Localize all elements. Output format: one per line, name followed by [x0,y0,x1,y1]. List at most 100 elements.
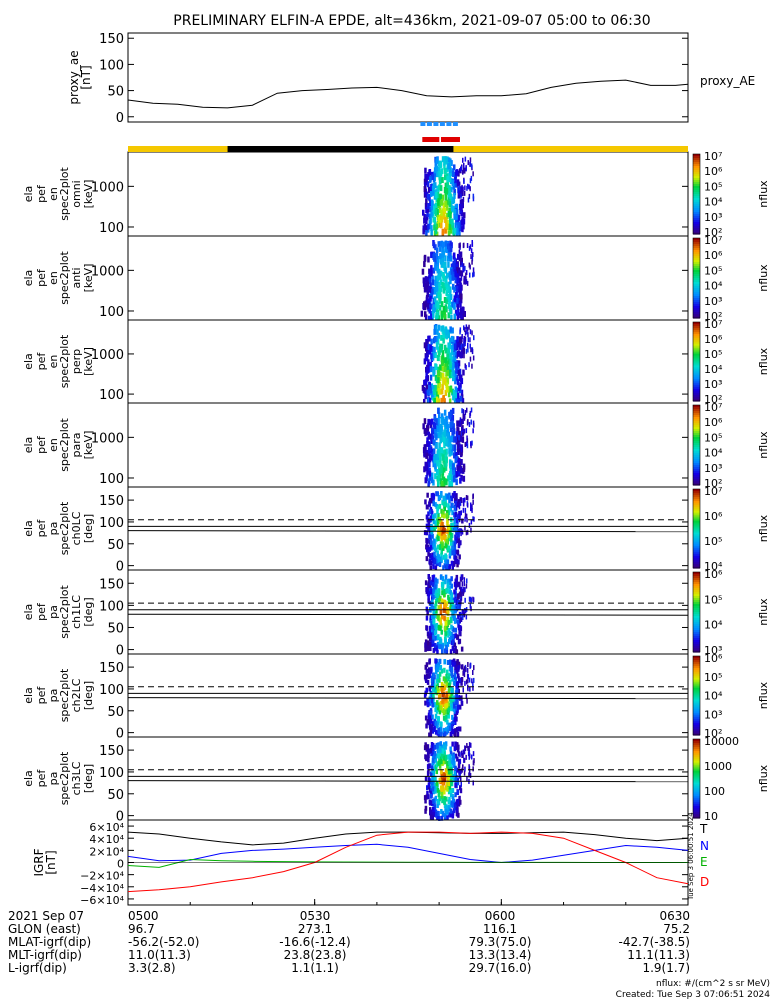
spectrum-cell [473,516,475,522]
spectrum-cell [446,199,449,206]
spectrum-cell [424,202,428,209]
spectrum-cell [450,186,453,193]
spectrum-cell [459,327,462,333]
spectrum-cell [429,718,433,724]
spectrum-cell [443,659,447,665]
spectrum-cell [460,260,462,266]
spectrum-cell [452,355,456,362]
spectrum-cell [453,313,456,320]
spectrum-cell [452,718,455,723]
spectrum-cell [435,396,439,403]
colorbar-cell [693,746,700,750]
spectrum-cell [448,619,451,625]
spectrum-cell [433,606,437,612]
spectrum-cell [439,346,443,353]
spectrum-cell [455,367,458,374]
spectrum-cell [451,634,455,640]
y-axis-label-line: spec2plot [58,751,71,805]
spectrum-cell [423,379,426,386]
spectrum-cell [458,231,461,238]
colorbar-cell [693,764,700,768]
spectrum-cell [437,811,440,816]
spectrum-cell [443,365,447,372]
spectrum-cell [469,244,472,250]
spectrum-cell [457,639,461,645]
spectrum-cell [423,217,426,224]
spectrum-cell [449,469,453,475]
colorbar-cell [693,705,700,708]
spectrum-cell [423,398,426,405]
spectrum-cell [456,273,459,280]
spectrum-cell [455,683,459,689]
colorbar-frame [692,488,701,569]
spectrum-cell [450,536,453,542]
spectrum-cell [454,285,458,292]
spectrum-cell [467,332,469,338]
spectrum-cell [439,665,443,671]
spectrum-cell [446,176,450,183]
spectrum-cell [434,713,438,719]
colorbar-cell [693,665,700,669]
colorbar-cell [693,393,700,396]
y-axis-label-line: pa [47,772,60,786]
spectrum-cell [438,171,441,178]
spectrum-cell [441,208,445,215]
colorbar-tick-label: 10⁴ [704,619,723,632]
spectrum-cell [442,534,446,540]
spectrum-cell [430,265,433,272]
spectrum-cell [434,384,437,391]
spectrum-cell [460,434,462,440]
spectrum-cell [451,645,455,651]
y-tick-label: 50 [107,621,124,636]
spectrum-cell [442,545,445,551]
colorbar-label-text: nflux [757,514,770,542]
spectrum-cell [444,754,448,760]
spectrum-cell [442,496,446,501]
spectrum-cell [463,212,466,219]
spectrum-cell [462,749,465,755]
spectrum-cell [453,444,457,451]
colorbar-cell [693,154,700,157]
spectrum-cell [437,760,440,766]
spectrum-cell [425,615,429,621]
spectrum-cell [431,185,435,192]
spectrum-cell [455,339,458,346]
spectrum-cell [466,326,469,332]
spectrum-cell [425,606,429,612]
y-axis-label-line: [keV] [82,347,95,376]
spectrum-cell [467,197,470,203]
spectrum-cell [432,605,435,611]
spectrum-cell [447,437,450,444]
spectrum-cell [455,577,458,583]
spectrum-cell [457,499,461,505]
spectrum-cell [426,206,430,213]
spectrum-cell [428,685,431,691]
y-tick-label: 100 [99,516,124,531]
spectrum-cell [430,771,433,777]
spectrum-cell [448,216,452,223]
spectrum-cell [440,334,443,341]
spectrum-cell [472,193,475,199]
spectrum-cell [436,518,440,524]
spectrum-cell [454,728,457,734]
spectrum-cell [431,728,435,734]
colorbar-cell [693,168,700,171]
colorbar-cell [693,276,700,279]
y-tick-label: 50 [107,788,124,803]
colorbar-cell [693,156,700,159]
colorbar-cell [693,208,700,211]
colorbar-cell [693,804,700,807]
spectrum-cell [441,177,444,183]
spectrum-cell [450,526,453,532]
spectrum-cell [450,178,453,185]
spectrum-cell [452,228,455,235]
spectrum-cell [428,509,432,515]
spectrum-cell [425,280,428,287]
spectrum-cell [431,493,435,498]
spectrum-cell [443,685,447,691]
spectrum-cell [456,266,459,273]
colorbar-cell [693,419,700,422]
spectrum-cell [430,353,433,360]
spectrum-cell [464,442,466,447]
